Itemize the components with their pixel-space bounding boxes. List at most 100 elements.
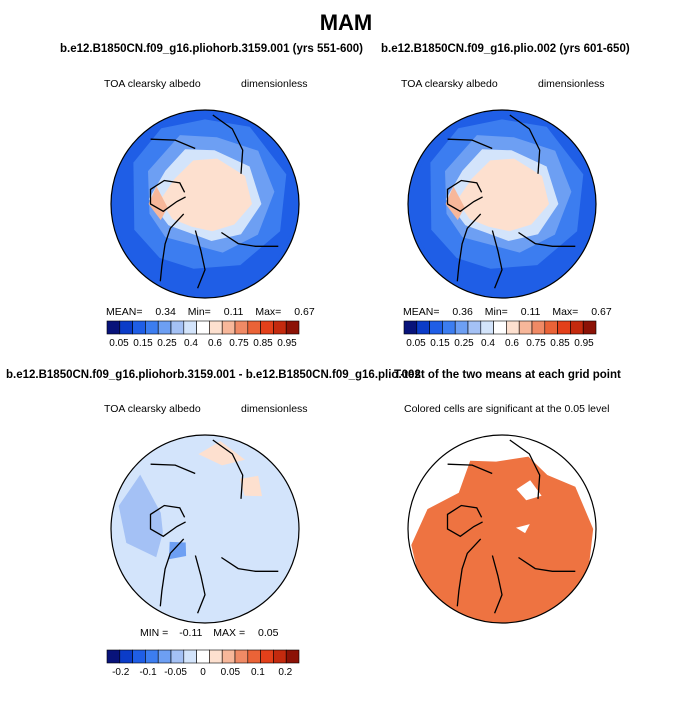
colorbar-3-swatch xyxy=(157,649,172,664)
colorbar-2-swatch xyxy=(582,320,597,335)
colorbar-2-swatch xyxy=(570,320,584,335)
panel-1-title: b.e12.B1850CN.f09_g16.pliohorb.3159.001 … xyxy=(60,43,363,55)
coastline xyxy=(212,114,244,174)
colorbar-2-tick-label: 0.85 xyxy=(550,338,570,349)
map-4-border xyxy=(407,434,597,624)
map-3-border xyxy=(110,434,300,624)
colorbar-3-swatch xyxy=(285,649,300,664)
mean-label: MEAN= xyxy=(106,306,143,318)
coastline xyxy=(447,138,493,150)
colorbar-2-swatch xyxy=(531,320,546,335)
colorbar-1-tick-label: 0.75 xyxy=(229,338,249,349)
coastline xyxy=(159,213,185,282)
panel-2-units-label: dimensionless xyxy=(538,78,605,90)
mean-label: MEAN= xyxy=(403,306,440,318)
colorbar-1-swatch xyxy=(132,320,146,335)
coastline xyxy=(518,231,576,247)
min-value: 0.11 xyxy=(223,306,244,318)
colorbar-1-swatch xyxy=(247,320,261,335)
panel-2-stats: MEAN= 0.36 Min= 0.11 Max= 0.67 xyxy=(403,306,612,318)
colorbar-1-swatch xyxy=(196,320,210,335)
panel-2-title: b.e12.B1850CN.f09_g16.plio.002 (yrs 601-… xyxy=(381,43,630,55)
colorbar-3-swatch xyxy=(196,649,210,664)
negative-field-2 xyxy=(169,541,187,560)
colorbar-2-swatch xyxy=(544,320,558,335)
colorbar-1-swatch xyxy=(106,320,121,335)
negative-field-1 xyxy=(118,474,163,558)
panel-1-variable-label: TOA clearsky albedo xyxy=(104,78,201,90)
colorbar-2-tick-label: 0.15 xyxy=(430,338,450,349)
panel-3-units-label: dimensionless xyxy=(241,403,308,415)
significant-field xyxy=(411,456,594,623)
colorbar-2-swatch xyxy=(467,320,482,335)
colorbar-1-swatch xyxy=(260,320,274,335)
max-label: Max= xyxy=(255,306,282,318)
colorbar-3-swatch xyxy=(273,649,287,664)
map-2-border xyxy=(407,109,597,299)
panel-3-stats: MIN = -0.11 MAX = 0.05 xyxy=(140,627,278,639)
colorbar-2-swatch xyxy=(442,320,456,335)
map-2-field xyxy=(408,110,596,298)
colorbar-1-swatch xyxy=(170,320,185,335)
colorbar-3-tick-label: 0.2 xyxy=(278,667,292,678)
colorbar-3-tick-label: -0.1 xyxy=(139,667,157,678)
map-1-border xyxy=(110,109,300,299)
map-4-field xyxy=(408,435,596,623)
colorbar-1-swatch xyxy=(119,320,133,335)
colorbar-2-tick-label: 0.4 xyxy=(481,338,495,349)
colorbar-1-swatch xyxy=(157,320,172,335)
coastline xyxy=(509,439,541,499)
coastline xyxy=(491,555,503,614)
max-label: Max= xyxy=(552,306,579,318)
colorbar-2-swatch xyxy=(518,320,533,335)
colorbar-2-swatch xyxy=(557,320,571,335)
coastline xyxy=(509,114,541,174)
colorbar-3-swatch xyxy=(170,649,185,664)
colorbar-2-tick-label: 0.05 xyxy=(406,338,426,349)
coastline xyxy=(221,556,279,572)
colorbar-1-swatch xyxy=(285,320,300,335)
colorbar-1-swatch xyxy=(209,320,223,335)
colorbar-3-tick-label: 0.1 xyxy=(251,667,265,678)
colorbar-2-swatch xyxy=(493,320,507,335)
coastline xyxy=(159,538,185,607)
coastline xyxy=(149,179,186,213)
max-value: 0.05 xyxy=(258,627,279,639)
colorbar-3-swatch xyxy=(145,649,159,664)
colorbar-2-tick-label: 0.75 xyxy=(526,338,546,349)
colorbar-1-tick-label: 0.6 xyxy=(208,338,222,349)
colorbar-3-tick-label: 0 xyxy=(200,667,206,678)
colorbar-3-tick-label: -0.2 xyxy=(112,667,130,678)
positive-field-2 xyxy=(240,475,262,497)
colorbar-2-swatch xyxy=(506,320,520,335)
colorbar-3-swatch xyxy=(183,649,197,664)
colorbar-1-tick-label: 0.85 xyxy=(253,338,273,349)
max-label: MAX = xyxy=(213,627,246,639)
colorbar-1-swatch xyxy=(234,320,249,335)
colorbar-1-tick-label: 0.05 xyxy=(109,338,129,349)
colorbar-1-swatch xyxy=(221,320,236,335)
coastline xyxy=(456,213,482,282)
mean-value: 0.36 xyxy=(452,306,473,318)
min-value: 0.11 xyxy=(520,306,541,318)
colorbar-2-swatch xyxy=(403,320,418,335)
colorbar-3-swatch xyxy=(209,649,223,664)
coastline xyxy=(446,179,483,213)
map-1-field xyxy=(111,110,299,298)
coastline xyxy=(212,439,244,499)
colorbar-2-swatch xyxy=(480,320,494,335)
coastline xyxy=(447,463,493,475)
min-label: Min= xyxy=(187,306,211,318)
panel-3-title: b.e12.B1850CN.f09_g16.pliohorb.3159.001 … xyxy=(6,369,421,381)
colorbar-2-tick-label: 0.6 xyxy=(505,338,519,349)
panel-2-variable-label: TOA clearsky albedo xyxy=(401,78,498,90)
colorbar-3-swatch xyxy=(132,649,146,664)
colorbar-1-swatch xyxy=(183,320,197,335)
colorbar-3-swatch xyxy=(106,649,121,664)
nonsig-patch-1 xyxy=(516,480,542,501)
colorbar-3-swatch xyxy=(260,649,274,664)
min-label: Min= xyxy=(484,306,508,318)
colorbar-1-tick-label: 0.15 xyxy=(133,338,153,349)
max-value: 0.67 xyxy=(294,306,315,318)
colorbar-3-tick-label: -0.05 xyxy=(164,667,187,678)
